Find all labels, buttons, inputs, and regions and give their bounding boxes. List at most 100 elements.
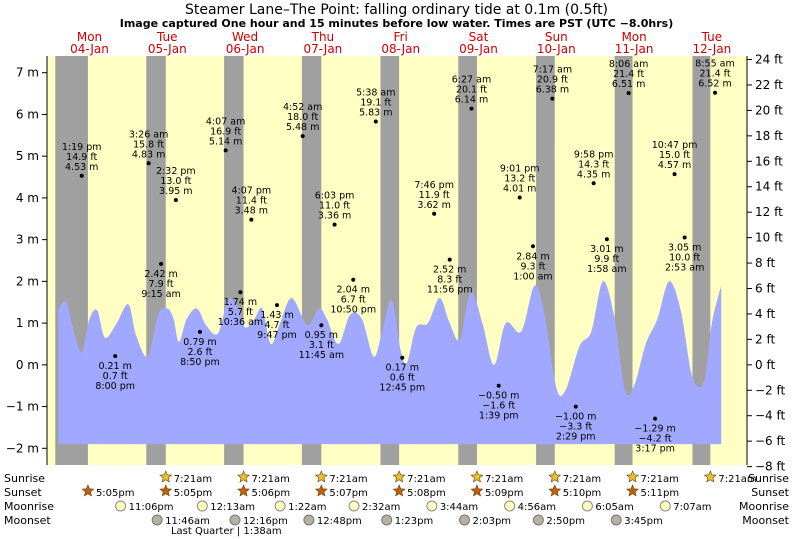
sunrise-time: 7:21am [252, 474, 290, 485]
tide-point [319, 323, 324, 328]
left-tick-label: 1 m [16, 316, 39, 330]
tide-label: 14.3 ft [578, 159, 609, 170]
tide-point [249, 217, 254, 222]
moonset-time: 12:16pm [243, 516, 288, 527]
moonrise-icon [196, 500, 208, 512]
tide-label: 20.1 ft [456, 85, 487, 96]
tide-point [332, 222, 337, 227]
right-tick-label: 22 ft [755, 78, 783, 92]
tide-label: 2:32 pm [156, 166, 196, 177]
tide-point [79, 173, 84, 178]
night-band [692, 56, 711, 465]
tide-label: 13.0 ft [160, 176, 191, 187]
sunrise-star [159, 470, 173, 483]
tide-label: 11:56 pm [427, 285, 473, 296]
moonset-icon [151, 514, 163, 526]
day-date: 08-Jan [381, 42, 420, 56]
sunset-time: 5:06pm [252, 488, 291, 499]
tide-label: 21.4 ft [613, 69, 644, 80]
right-tick-label: 24 ft [755, 53, 783, 67]
tide-label: 5.14 m [209, 136, 242, 147]
tide-label: 12:45 pm [379, 383, 425, 394]
sunrise-star [237, 470, 250, 483]
sunrise-time: 7:21am [407, 474, 445, 485]
right-tick-label: 14 ft [755, 180, 783, 194]
tide-point [373, 119, 378, 124]
tide-label: 8:55 am [695, 59, 734, 70]
tide-point [713, 90, 718, 95]
tide-point [159, 261, 164, 266]
tide-label: 20.9 ft [537, 75, 568, 86]
sunset-star [237, 484, 250, 497]
tide-point [496, 383, 501, 388]
tide-label: 1:19 pm [62, 142, 102, 153]
row-label-left: Moonset [4, 514, 51, 527]
left-tick-label: 6 m [16, 107, 39, 121]
tide-label: 2.52 m [433, 265, 466, 276]
sunset-time: 5:08pm [407, 488, 446, 499]
tide-label: 0.6 ft [390, 373, 415, 384]
tide-point [550, 96, 555, 101]
tide-point [173, 197, 178, 202]
tide-label: 16.9 ft [210, 126, 241, 137]
axes: 7 m 6 m 5 m 4 m 3 m 2 m 1 m 0 m −1 m −2 m 24 ft 22 … [6, 53, 786, 474]
right-tick-label: 8 ft [755, 256, 775, 270]
tide-area [58, 281, 722, 445]
row-label-left: Moonrise [4, 500, 54, 513]
tide-label: 8:00 pm [95, 381, 135, 392]
sunset-time: 5:09pm [485, 488, 524, 499]
moonrise-time: 3:44am [440, 502, 478, 513]
right-tick-label: −4 ft [755, 409, 786, 423]
day-name: Fri [394, 30, 408, 44]
day-name: Wed [232, 30, 258, 44]
left-tick-label: 0 m [16, 358, 39, 372]
moonrise-time: 6:05am [595, 502, 633, 513]
row-label-right: Moonrise [739, 500, 789, 513]
tide-label: 3.05 m [668, 243, 701, 254]
tide-label: 4.7 ft [264, 320, 289, 331]
tide-label: 2:29 pm [556, 432, 596, 443]
moonset-time: 12:48pm [317, 516, 362, 527]
left-tick-label: 2 m [16, 274, 39, 288]
tide-label: 6.51 m [612, 79, 645, 90]
sunrise-time: 7:21am [174, 474, 212, 485]
moonset-time: 11:46am [165, 516, 210, 527]
chart-subtitle: Image captured One hour and 15 minutes b… [120, 17, 673, 30]
day-name: Mon [621, 30, 646, 44]
tide-label: 10:47 pm [652, 140, 698, 151]
sunrise-time: 7:21am [329, 474, 367, 485]
tide-label: 15.0 ft [659, 150, 690, 161]
tide-point [223, 148, 228, 153]
sunset-star [548, 484, 562, 497]
day-date: 09-Jan [459, 42, 498, 56]
tide-label: 3.48 m [235, 206, 268, 217]
tide-label: 4.01 m [503, 183, 536, 194]
moonrise-icon [115, 500, 127, 512]
moonset-icon [303, 514, 315, 526]
sunset-star [626, 484, 639, 497]
tide-point [653, 416, 658, 421]
moonrise-time: 11:06pm [129, 502, 174, 513]
day-date: 06-Jan [226, 42, 265, 56]
sunrise-time: 7:21am [641, 474, 679, 485]
right-tick-label: 18 ft [755, 129, 783, 143]
tide-point [400, 355, 405, 360]
tide-label: 3:17 pm [635, 444, 675, 455]
day-date: 05-Jan [148, 42, 187, 56]
moonset-icon [610, 514, 622, 526]
moonset-icon [458, 514, 470, 526]
moonset-icon [381, 514, 393, 526]
moonrise-icon [426, 500, 438, 512]
tide-point [573, 404, 578, 409]
tide-label: 7:17 am [533, 65, 572, 76]
right-tick-label: 6 ft [755, 282, 775, 296]
sunrise-star [470, 470, 484, 483]
tide-point [604, 237, 609, 242]
tide-label: 1.43 m [260, 310, 293, 321]
tide-label: 8:06 am [609, 59, 648, 70]
tide-point [469, 106, 474, 111]
left-tick-label: −1 m [6, 400, 39, 414]
tide-label: 7.9 ft [149, 279, 174, 290]
